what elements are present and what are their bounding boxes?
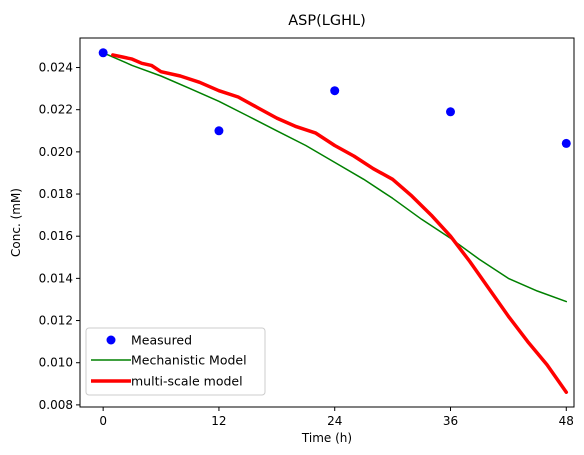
legend-box <box>85 327 266 396</box>
series-layer <box>98 48 571 394</box>
measured-point <box>446 107 455 117</box>
y-tick-label: 0.016 <box>39 229 73 243</box>
measured-point <box>561 138 571 148</box>
legend-entry-label: Measured <box>131 333 192 348</box>
y-tick-label: 0.018 <box>39 187 73 201</box>
x-tick-label: 36 <box>443 414 458 428</box>
y-tick-label: 0.012 <box>39 314 73 328</box>
legend: Measured Mechanistic Model multi-scale mod… <box>85 327 266 396</box>
x-tick-label: 12 <box>211 414 226 428</box>
y-tick-label: 0.010 <box>39 356 73 370</box>
x-tick-label: 48 <box>559 414 574 428</box>
y-tick-label: 0.014 <box>39 271 73 285</box>
mechanistic-model-line <box>102 52 568 303</box>
y-tick-label: 0.024 <box>39 61 73 75</box>
measured-point <box>98 48 108 58</box>
x-tick-label: 0 <box>99 414 107 428</box>
y-tick-label: 0.020 <box>39 145 73 159</box>
chart-title: ASP(LGHL) <box>288 13 365 29</box>
axes-frame <box>79 37 575 408</box>
legend-entry-label: multi-scale model <box>131 374 243 389</box>
measured-point <box>330 86 340 96</box>
x-axis-ticks: 0 12 24 36 48 <box>99 407 574 428</box>
multi-scale-model-line <box>111 53 569 394</box>
x-axis-label: Time (h) <box>301 431 352 445</box>
legend-marker-measured <box>106 335 116 345</box>
y-axis-label: Conc. (mM) <box>9 188 23 257</box>
legend-entry-label: Mechanistic Model <box>131 353 247 368</box>
measured-point <box>214 126 224 136</box>
x-tick-label: 24 <box>327 414 342 428</box>
y-tick-label: 0.008 <box>39 398 73 412</box>
y-axis-ticks: 0.008 0.010 0.012 0.014 0.016 0.018 0.020 0.022… <box>39 61 80 412</box>
y-tick-label: 0.022 <box>39 103 73 117</box>
